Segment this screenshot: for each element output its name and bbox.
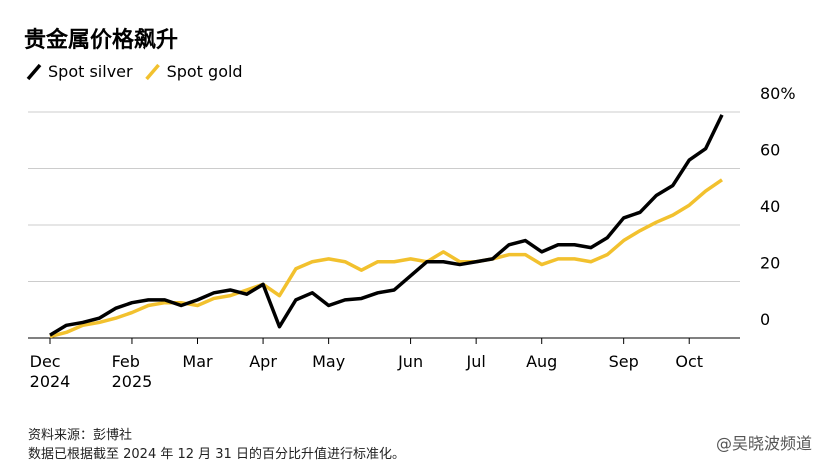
legend-swatch [145, 63, 160, 81]
y-tick-label: 40 [760, 197, 780, 216]
x-tick-label: Oct [675, 352, 704, 371]
source: 资料来源：彭博社 [28, 428, 133, 443]
legend-label: Spot silver [48, 62, 133, 81]
x-tick-label: Sep [608, 352, 639, 371]
y-tick-label: 60 [760, 141, 780, 160]
note: 数据已根据截至 2024 年 12 月 31 日的百分比升值进行标准化。 [28, 447, 405, 462]
x-tick-label: Apr [249, 352, 277, 371]
y-tick-label: 80% [760, 84, 796, 103]
x-tick-label: Feb 2025 [111, 352, 153, 391]
chart-title: 贵金属价格飙升 [24, 28, 179, 53]
legend-swatch [26, 63, 42, 81]
x-tick-label: Dec 2024 [29, 352, 71, 391]
x-tick-label: Mar [182, 352, 213, 371]
y-tick-label: 20 [760, 254, 780, 273]
series-line [49, 178, 723, 339]
watermark: @吴晓波频道 [715, 434, 812, 453]
x-tick-label: Jun [398, 352, 424, 371]
x-tick-label: Jul [466, 352, 486, 371]
x-tick-label: May [312, 352, 346, 371]
x-tick-label: Aug [526, 352, 558, 371]
y-tick-label: 0 [760, 310, 770, 329]
series-line [49, 114, 724, 337]
legend-label: Spot gold [167, 62, 243, 81]
